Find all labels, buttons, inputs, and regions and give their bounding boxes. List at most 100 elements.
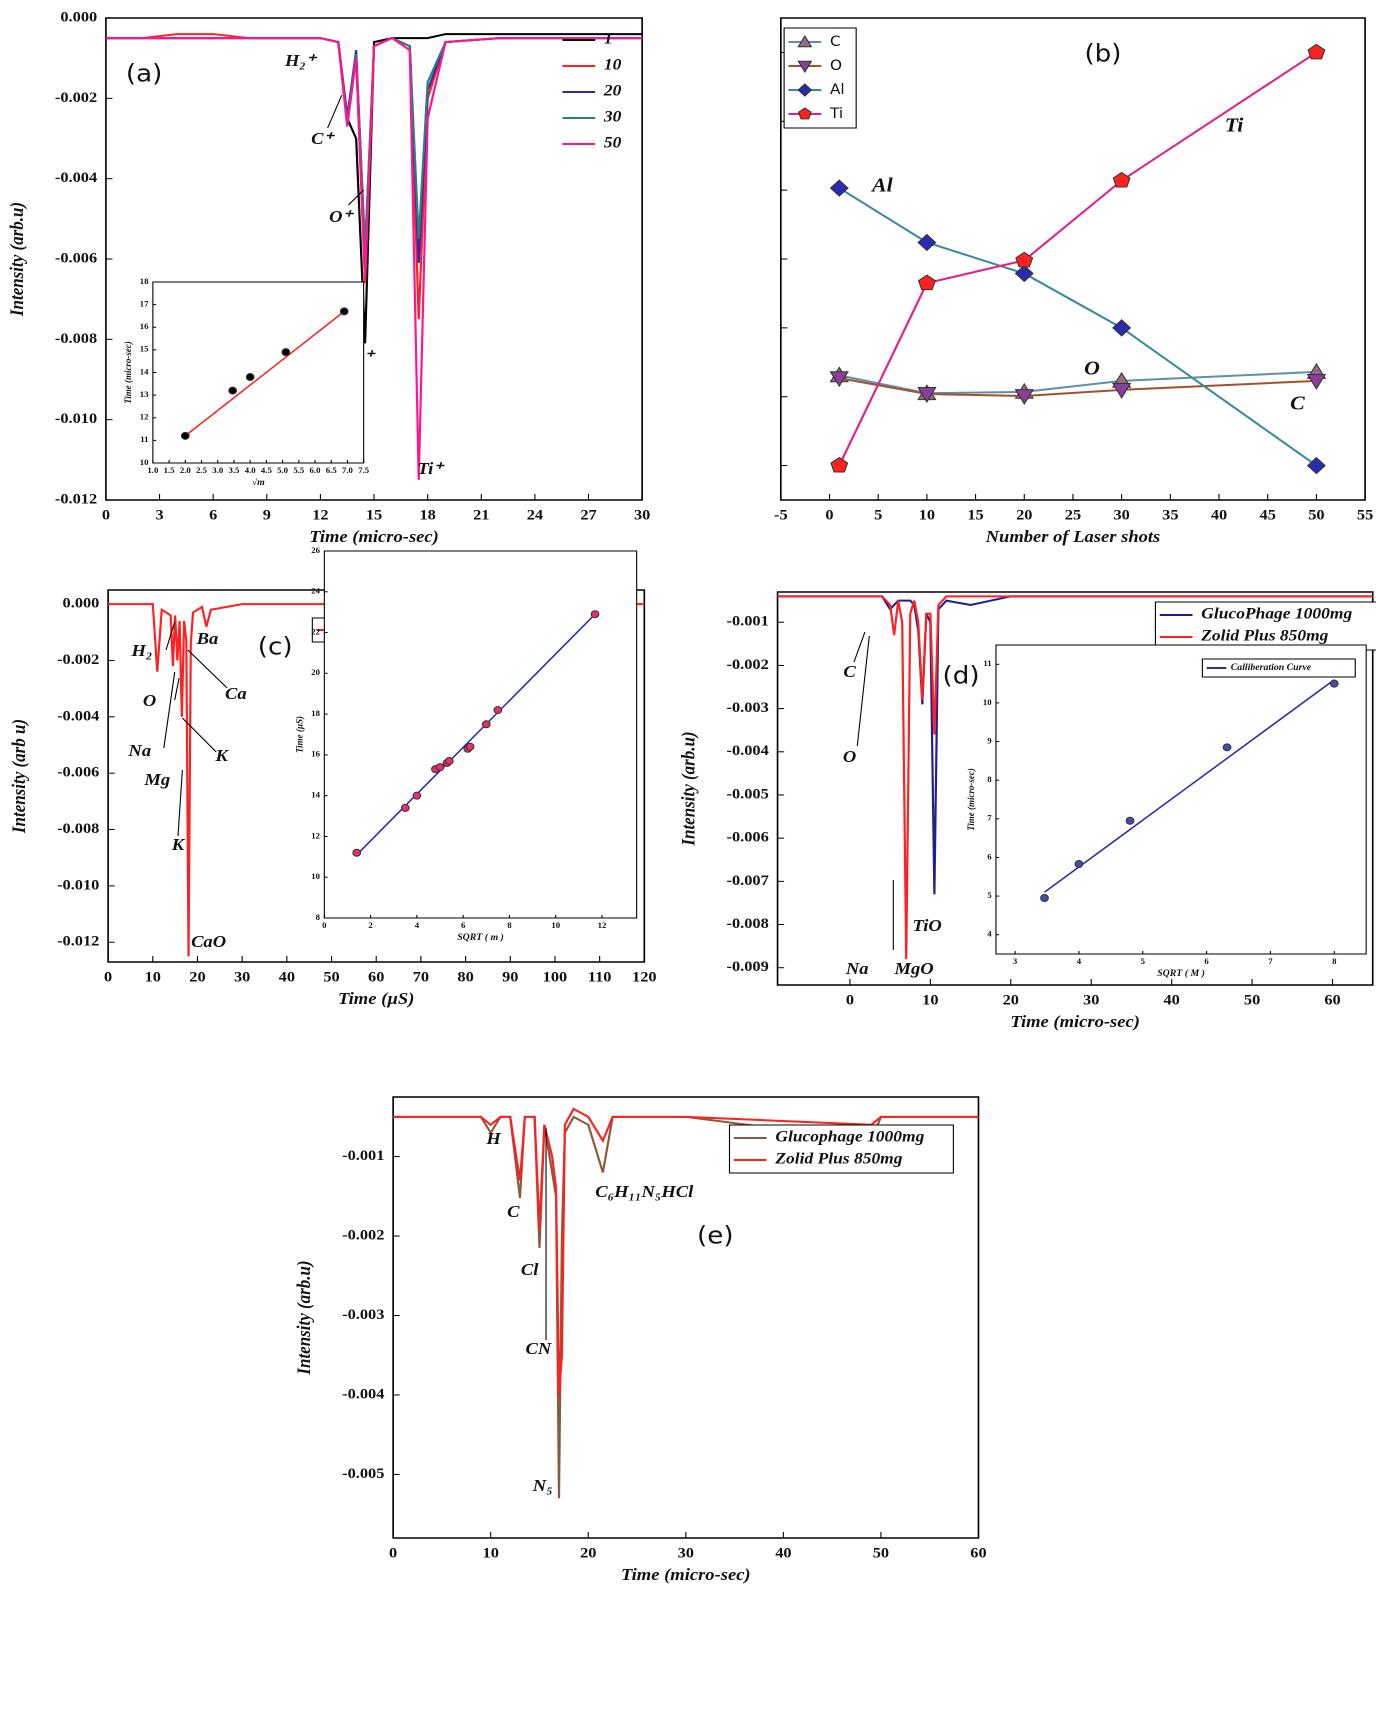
x-axis-label: SQRT ( M ) [1157, 968, 1205, 979]
legend-box [1201, 658, 1356, 678]
x-tick-label: 4.0 [245, 466, 256, 475]
annotation: C [507, 1202, 521, 1221]
x-tick-label: 50 [873, 1545, 890, 1561]
x-tick-label: 5 [1141, 957, 1145, 966]
x-tick-label: 27 [580, 507, 597, 523]
y-tick-label: 16 [140, 322, 149, 331]
marker [1307, 43, 1326, 60]
y-tick-label: 22 [311, 628, 320, 637]
y-tick-label: 9 [987, 737, 991, 746]
y-tick-label: -0.003 [342, 1307, 384, 1323]
y-tick-label: 5 [987, 891, 991, 900]
y-tick-label: -0.002 [55, 89, 97, 105]
x-axis-label: Time (micro-sec) [309, 527, 439, 547]
y-tick-label: -0.010 [55, 411, 97, 427]
panel-label: (e) [697, 1222, 734, 1250]
series-line [356, 613, 596, 856]
marker [1014, 389, 1034, 406]
x-tick-label: 10 [922, 992, 939, 1008]
marker [1111, 382, 1132, 399]
y-tick-label: 15 [140, 345, 149, 354]
x-tick-label: 100 [543, 969, 568, 985]
marker [1125, 816, 1135, 825]
x-tick-label: 10 [551, 921, 560, 930]
x-tick-label: 30 [678, 1545, 695, 1561]
y-tick-label: 11 [983, 659, 991, 668]
annotation: Na [127, 741, 151, 760]
pointer [174, 677, 180, 701]
x-tick-label: 30 [1113, 507, 1130, 523]
y-tick-label: -0.001 [727, 613, 769, 629]
pointer [347, 189, 365, 206]
marker [1074, 860, 1084, 869]
marker [412, 791, 422, 800]
pointer [856, 635, 870, 747]
x-tick-label: 10 [483, 1545, 500, 1561]
marker [444, 757, 454, 766]
y-tick-label: -0.005 [342, 1465, 384, 1481]
legend-marker [797, 34, 813, 48]
legend-label: 30 [603, 107, 622, 125]
pointer [853, 631, 866, 663]
y-tick-label: 18 [311, 709, 320, 718]
x-tick-label: 0 [846, 992, 854, 1008]
x-tick-label: 50 [1308, 507, 1325, 523]
series-line [108, 603, 645, 957]
x-tick-label: 8 [1332, 957, 1336, 966]
y-tick-label: 14 [140, 368, 150, 377]
y-tick-label: 17 [140, 300, 149, 309]
pointer [187, 649, 228, 689]
series-line [393, 1107, 979, 1396]
x-tick-label: 0 [102, 507, 110, 523]
y-axis-label: Time (micro-sec) [123, 341, 134, 404]
inset-chart: 1.0 1.5 2.0 2.5 3.0 3.5 4.0 4.5 5.0 5.5 6.0 6.5 7.0 7… [123, 277, 369, 488]
annotation: C [843, 662, 857, 681]
legend-label: 50 [604, 133, 622, 151]
y-axis-label: Intensity (arb.u) [678, 731, 700, 846]
y-tick-label: -0.009 [727, 959, 769, 975]
x-tick-label: 2.5 [196, 466, 207, 475]
y-tick-label: -0.008 [727, 916, 769, 932]
x-tick-label: 7 [1268, 957, 1272, 966]
marker [1112, 171, 1131, 188]
panel-label: (b) [1084, 40, 1121, 68]
chart: 0 10 20 30 40 50 60 -0.001 -0.002 -0.003 -0.004 -0.… [293, 1096, 987, 1585]
annotation: Ti [1225, 113, 1244, 136]
marker [917, 233, 937, 252]
x-tick-label: 3 [155, 507, 163, 523]
legend-marker [797, 83, 813, 97]
y-tick-label: 13 [140, 390, 149, 399]
y-tick-label: 0.000 [63, 595, 100, 611]
y-tick-label: 4 [987, 930, 992, 939]
annotation: CN [526, 1339, 553, 1358]
marker [493, 706, 503, 715]
x-tick-label: 2.0 [180, 466, 191, 475]
marker [1040, 893, 1049, 902]
annotation: K [171, 835, 186, 854]
x-tick-label: 6 [461, 921, 465, 930]
y-tick-label: -0.002 [727, 656, 769, 672]
y-tick-label: -0.004 [727, 743, 769, 759]
x-axis-label: Time (µS) [338, 989, 414, 1009]
pointer [181, 717, 217, 753]
legend-label: Glucophage 1000mg [775, 1127, 924, 1145]
x-tick-label: 7.0 [342, 466, 353, 475]
y-tick-label: 7 [987, 814, 991, 823]
y-tick-label: -0.006 [57, 764, 99, 780]
x-tick-label: 0 [389, 1545, 397, 1561]
y-tick-label: 10 [311, 872, 320, 881]
legend-marker [797, 107, 812, 120]
legend-box [728, 1124, 954, 1174]
legend-label: Al [830, 81, 845, 97]
annotation: C⁺ [311, 129, 335, 148]
x-tick-label: 4 [1077, 957, 1082, 966]
marker [917, 387, 937, 403]
marker [829, 179, 849, 197]
x-tick-label: 30 [234, 969, 251, 985]
x-tick-label: 10 [919, 507, 936, 523]
legend-label: GlucoPhage 1000mg [1201, 604, 1352, 622]
annotation: Cl [521, 1260, 539, 1279]
y-axis-label: Time (micro-sec) [966, 768, 977, 831]
